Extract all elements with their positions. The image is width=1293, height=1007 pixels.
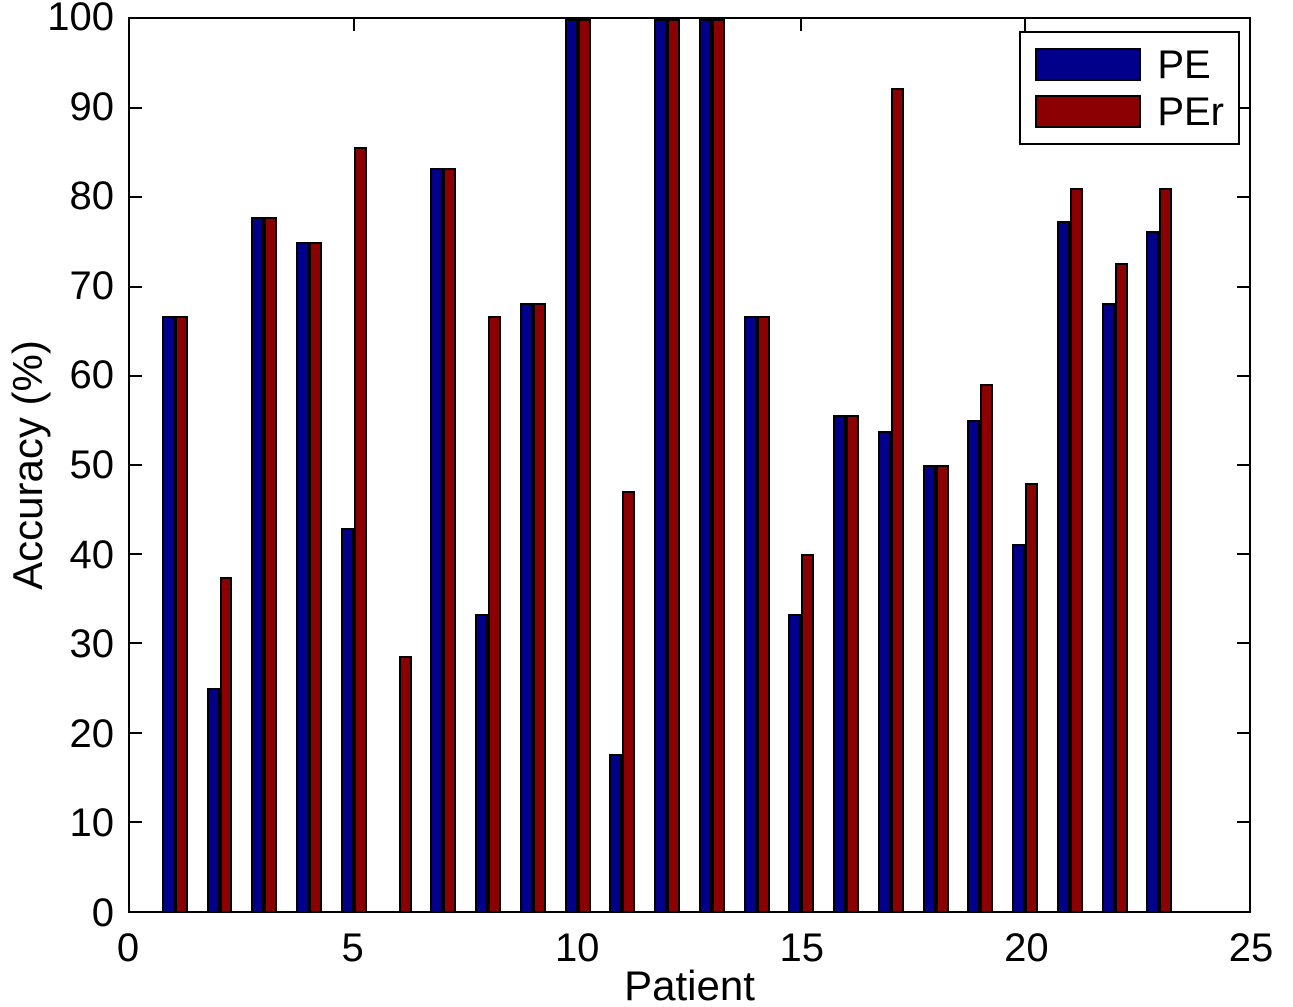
bar-per-patient-4 xyxy=(309,242,322,911)
bar-per-patient-22 xyxy=(1114,262,1128,911)
y-tick-mark xyxy=(1237,196,1249,199)
bar-pe-patient-14 xyxy=(743,316,757,911)
y-tick-mark xyxy=(130,107,142,110)
y-tick-label: 20 xyxy=(69,711,115,756)
x-tick-label: 15 xyxy=(779,926,825,970)
bar-pe-patient-15 xyxy=(788,613,802,911)
x-tick-label: 20 xyxy=(1004,926,1049,970)
y-tick-mark xyxy=(130,731,142,734)
x-tick-mark xyxy=(352,899,355,911)
legend-swatch-pe xyxy=(1035,48,1142,81)
y-tick-label: 0 xyxy=(91,891,114,935)
y-tick-mark xyxy=(130,374,142,377)
bar-pe-patient-11 xyxy=(609,754,623,911)
bar-pe-patient-17 xyxy=(877,431,891,911)
y-tick-mark xyxy=(1237,731,1249,734)
bar-per-patient-18 xyxy=(935,465,949,911)
y-tick-mark xyxy=(130,553,142,556)
bar-per-patient-19 xyxy=(980,383,994,911)
bar-pe-patient-13 xyxy=(698,19,712,911)
bar-per-patient-3 xyxy=(264,217,278,911)
bar-per-patient-2 xyxy=(219,576,233,911)
bar-pe-patient-18 xyxy=(922,465,936,911)
legend: PE PEr xyxy=(1019,31,1240,145)
bar-pe-patient-21 xyxy=(1056,221,1070,911)
x-tick-label: 25 xyxy=(1228,926,1274,970)
y-tick-label: 10 xyxy=(69,801,115,846)
x-tick-mark xyxy=(1024,899,1027,911)
bar-per-patient-11 xyxy=(622,490,636,911)
y-tick-label: 80 xyxy=(69,174,115,219)
bar-per-patient-9 xyxy=(532,302,546,911)
bar-pe-patient-8 xyxy=(475,613,489,911)
x-tick-label: 5 xyxy=(341,926,364,970)
y-tick-mark xyxy=(130,464,142,466)
x-tick-mark xyxy=(576,19,579,31)
bar-pe-patient-7 xyxy=(430,167,444,911)
legend-row-pe: PE xyxy=(1035,41,1224,88)
bar-pe-patient-1 xyxy=(161,316,175,911)
bar-pe-patient-12 xyxy=(654,19,668,911)
legend-label-pe: PE xyxy=(1157,42,1211,87)
bar-per-patient-12 xyxy=(667,19,681,911)
y-tick-mark xyxy=(1237,285,1249,288)
bar-per-patient-8 xyxy=(488,316,502,911)
bar-per-patient-21 xyxy=(1069,188,1083,911)
x-tick-mark xyxy=(576,899,579,911)
x-tick-label: 0 xyxy=(116,926,140,970)
x-tick-mark xyxy=(352,19,355,31)
y-tick-mark xyxy=(130,196,142,199)
x-tick-mark xyxy=(800,899,803,911)
legend-label-per: PEr xyxy=(1157,89,1224,134)
y-tick-mark xyxy=(130,285,142,288)
bar-per-patient-5 xyxy=(353,146,367,911)
bar-pe-patient-20 xyxy=(1012,543,1026,911)
x-axis-label: Patient xyxy=(624,962,755,1007)
y-tick-label: 60 xyxy=(69,353,115,398)
bar-pe-patient-9 xyxy=(519,302,533,911)
y-tick-mark xyxy=(1237,642,1249,645)
bar-per-patient-17 xyxy=(890,87,904,911)
y-tick-mark xyxy=(130,820,142,823)
x-tick-label: 10 xyxy=(554,926,600,970)
y-tick-mark xyxy=(1237,820,1249,823)
bar-pe-patient-5 xyxy=(340,528,354,911)
y-tick-label: 30 xyxy=(69,622,115,667)
bar-per-patient-6 xyxy=(398,655,412,911)
plot-area: PE PEr xyxy=(128,17,1251,913)
y-tick-label: 70 xyxy=(69,263,115,308)
bar-pe-patient-22 xyxy=(1101,302,1115,911)
y-tick-mark xyxy=(1237,374,1249,377)
y-tick-mark xyxy=(1237,464,1249,466)
bar-per-patient-7 xyxy=(443,167,457,911)
bar-per-patient-14 xyxy=(756,316,770,911)
legend-swatch-per xyxy=(1035,95,1142,128)
bar-pe-patient-2 xyxy=(206,688,220,911)
bar-pe-patient-23 xyxy=(1146,231,1160,911)
x-tick-mark xyxy=(800,19,803,31)
y-tick-label: 100 xyxy=(47,0,114,39)
bar-per-patient-13 xyxy=(711,19,725,911)
bar-pe-patient-16 xyxy=(833,415,847,911)
bar-per-patient-10 xyxy=(577,19,591,911)
bar-pe-patient-3 xyxy=(251,217,265,911)
bar-per-patient-16 xyxy=(846,415,860,911)
bar-per-patient-23 xyxy=(1159,188,1173,911)
bar-per-patient-20 xyxy=(1025,482,1039,911)
x-tick-mark xyxy=(1024,19,1027,31)
bar-pe-patient-10 xyxy=(564,19,578,911)
y-tick-mark xyxy=(1237,553,1249,556)
bar-pe-patient-19 xyxy=(967,420,981,911)
y-tick-mark xyxy=(1237,107,1249,110)
y-tick-label: 90 xyxy=(69,84,115,129)
y-tick-label: 40 xyxy=(69,532,115,577)
legend-row-per: PEr xyxy=(1035,88,1224,135)
bar-pe-patient-4 xyxy=(296,242,310,911)
y-tick-mark xyxy=(130,642,142,645)
bar-per-patient-15 xyxy=(801,554,815,911)
y-tick-label: 50 xyxy=(69,443,115,487)
bar-per-patient-1 xyxy=(174,316,188,911)
